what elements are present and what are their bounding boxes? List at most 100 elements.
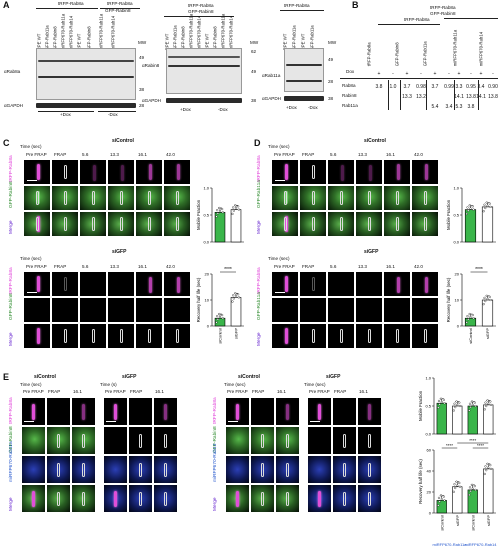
panelC-top-roi-outline	[148, 191, 151, 205]
panelD-top-rab8a-streak	[285, 164, 288, 180]
chart-xlabel: siControl	[218, 328, 223, 344]
panelE-right-image-tile	[251, 485, 274, 512]
panelE-right-roi-outline	[343, 492, 346, 506]
blot2-gapdh-band	[166, 98, 242, 103]
blot2-band-rabin8	[168, 65, 240, 67]
chart-point	[466, 206, 469, 209]
panelE-left-roi-outline	[164, 463, 167, 477]
blot3-mw-1: 49	[328, 57, 334, 62]
chart-sig: ****	[469, 438, 476, 443]
panelD-top-image-tile	[356, 212, 382, 236]
panelC-bottom-roi-outline	[176, 329, 179, 343]
panelC-time-label-top: Time (sec)	[20, 144, 42, 149]
panelC-top-time-label: 16.1	[138, 152, 147, 157]
panelD-bottom-merge-streak	[285, 328, 288, 344]
panelE-left-rab8a-streak	[114, 404, 117, 420]
panelD-top-scale-bar	[275, 180, 285, 181]
panelD-bottom-time-label: 13.3	[358, 264, 367, 269]
panelC-top-roi-outline	[64, 217, 67, 231]
blot1-group-3: GFP-Rabin8	[105, 8, 131, 13]
chart-point	[486, 297, 489, 301]
chart-point	[485, 294, 488, 297]
panelD-top-roi-outline	[368, 191, 371, 205]
blot3-ab-2: αGAPDH	[262, 96, 281, 101]
panelD-bottom-image-tile	[300, 324, 326, 348]
chart-point	[215, 215, 218, 218]
panelC-bottom-row-label: tRFP-Rab8a	[9, 267, 14, 294]
chart-point	[439, 397, 443, 400]
tableB-row-name: Rab11a	[342, 103, 358, 108]
panelC-top-roi-outline	[120, 191, 123, 205]
panelE-left-time-label-2: Time (s)	[100, 382, 117, 387]
chart-point	[473, 401, 476, 404]
blot1-dox-plus: +Dox	[60, 112, 71, 117]
chart-tick-label: 0	[457, 324, 460, 329]
panelE-left-time: Pre FRAP	[23, 389, 44, 394]
panelD-bottom-image-tile	[384, 324, 410, 348]
chart-point	[483, 203, 486, 206]
panelD-top-image-tile	[328, 212, 354, 236]
chart-point	[443, 499, 446, 502]
blot1-membrane	[36, 48, 136, 100]
chart-point	[440, 498, 443, 501]
panelD-cond-top: siControl	[364, 138, 386, 144]
panelE-left-image-tile	[154, 456, 177, 483]
panelE-left-roi-outline	[82, 434, 85, 448]
chart-point	[458, 485, 462, 488]
panelD-top-time-label: 42.0	[414, 152, 423, 157]
tableB-underline-2	[444, 18, 498, 19]
chart-point	[468, 493, 471, 497]
panelE-left-image-tile	[104, 456, 127, 483]
blot2-underline	[164, 16, 234, 17]
chart-ylabel: Recovery half life (sec)	[418, 459, 423, 504]
panelE-left-scale-bar	[106, 421, 116, 422]
chart-point	[470, 400, 474, 403]
chart-sig: ****	[477, 443, 484, 448]
panelC-top-time-label: 13.3	[110, 152, 119, 157]
tableB-cell: 3.7	[403, 84, 411, 90]
panelC-bottom-time-label: FRAP	[54, 264, 67, 269]
tableB-cell: 3.4	[477, 84, 485, 90]
chart-ylabel: Recovery half life (sec)	[196, 277, 201, 322]
panelC-top-image-tile	[108, 186, 134, 210]
panelE-right-roi-outline	[261, 492, 264, 506]
panelE-right-rab8a-streak	[236, 404, 239, 420]
chart-ylabel: Mobile Fraction	[418, 390, 423, 421]
tableB-dox-sign: -	[470, 71, 472, 77]
panelE-left-time: 16.1	[73, 389, 82, 394]
panelE-right-roi-outline	[286, 434, 289, 448]
panelC-top-image-tile	[136, 186, 162, 210]
blot1-mw-1: 49	[139, 55, 145, 60]
panelC-top-image-tile	[108, 212, 134, 236]
chart-point	[442, 398, 445, 401]
chart-tick-label: 0.5	[453, 213, 459, 218]
panelE-right-time: Pre FRAP	[227, 389, 248, 394]
chart-bar	[436, 500, 447, 514]
panelD-top-image-tile	[328, 186, 354, 210]
blot1-lane-9: miRFP670-Rab14	[110, 15, 116, 51]
blot1-band-top	[38, 60, 134, 62]
panelE-right-image-tile	[358, 485, 381, 512]
panelE-right-image-tile	[358, 456, 381, 483]
panelC-bottom-rab8a-streak	[177, 277, 180, 293]
panelC-top-image-tile	[52, 212, 78, 236]
chart-xlabel: siControl	[439, 515, 444, 531]
chart-point	[468, 409, 471, 412]
blot2-mw-3: 38	[251, 98, 257, 103]
blot2-lane-5: miRFP670-Rab14	[196, 15, 202, 51]
panelD-time-label-bottom: Time (sec)	[268, 256, 290, 261]
panelC-bottom-roi-outline	[64, 329, 67, 343]
chart-point	[468, 402, 472, 405]
panelD-bottom-image-tile	[412, 298, 438, 322]
panelE-right-image-tile	[276, 485, 299, 512]
panelC-bottom-time-label: 42.0	[166, 264, 175, 269]
blot1-ab-1: αRab8a	[4, 69, 21, 74]
panelC-bottom-scale-bar	[27, 292, 37, 293]
chart-tick-label: 0.0	[453, 240, 459, 245]
chart-point	[466, 315, 469, 318]
panelC-bottom-frap-outline	[64, 277, 67, 291]
chart-point	[437, 399, 441, 403]
panelD-bottom-rab8a-streak	[285, 276, 288, 292]
blot3-dox-plus: +Dox	[286, 105, 297, 110]
tableB-dox-sign: +	[479, 71, 483, 77]
